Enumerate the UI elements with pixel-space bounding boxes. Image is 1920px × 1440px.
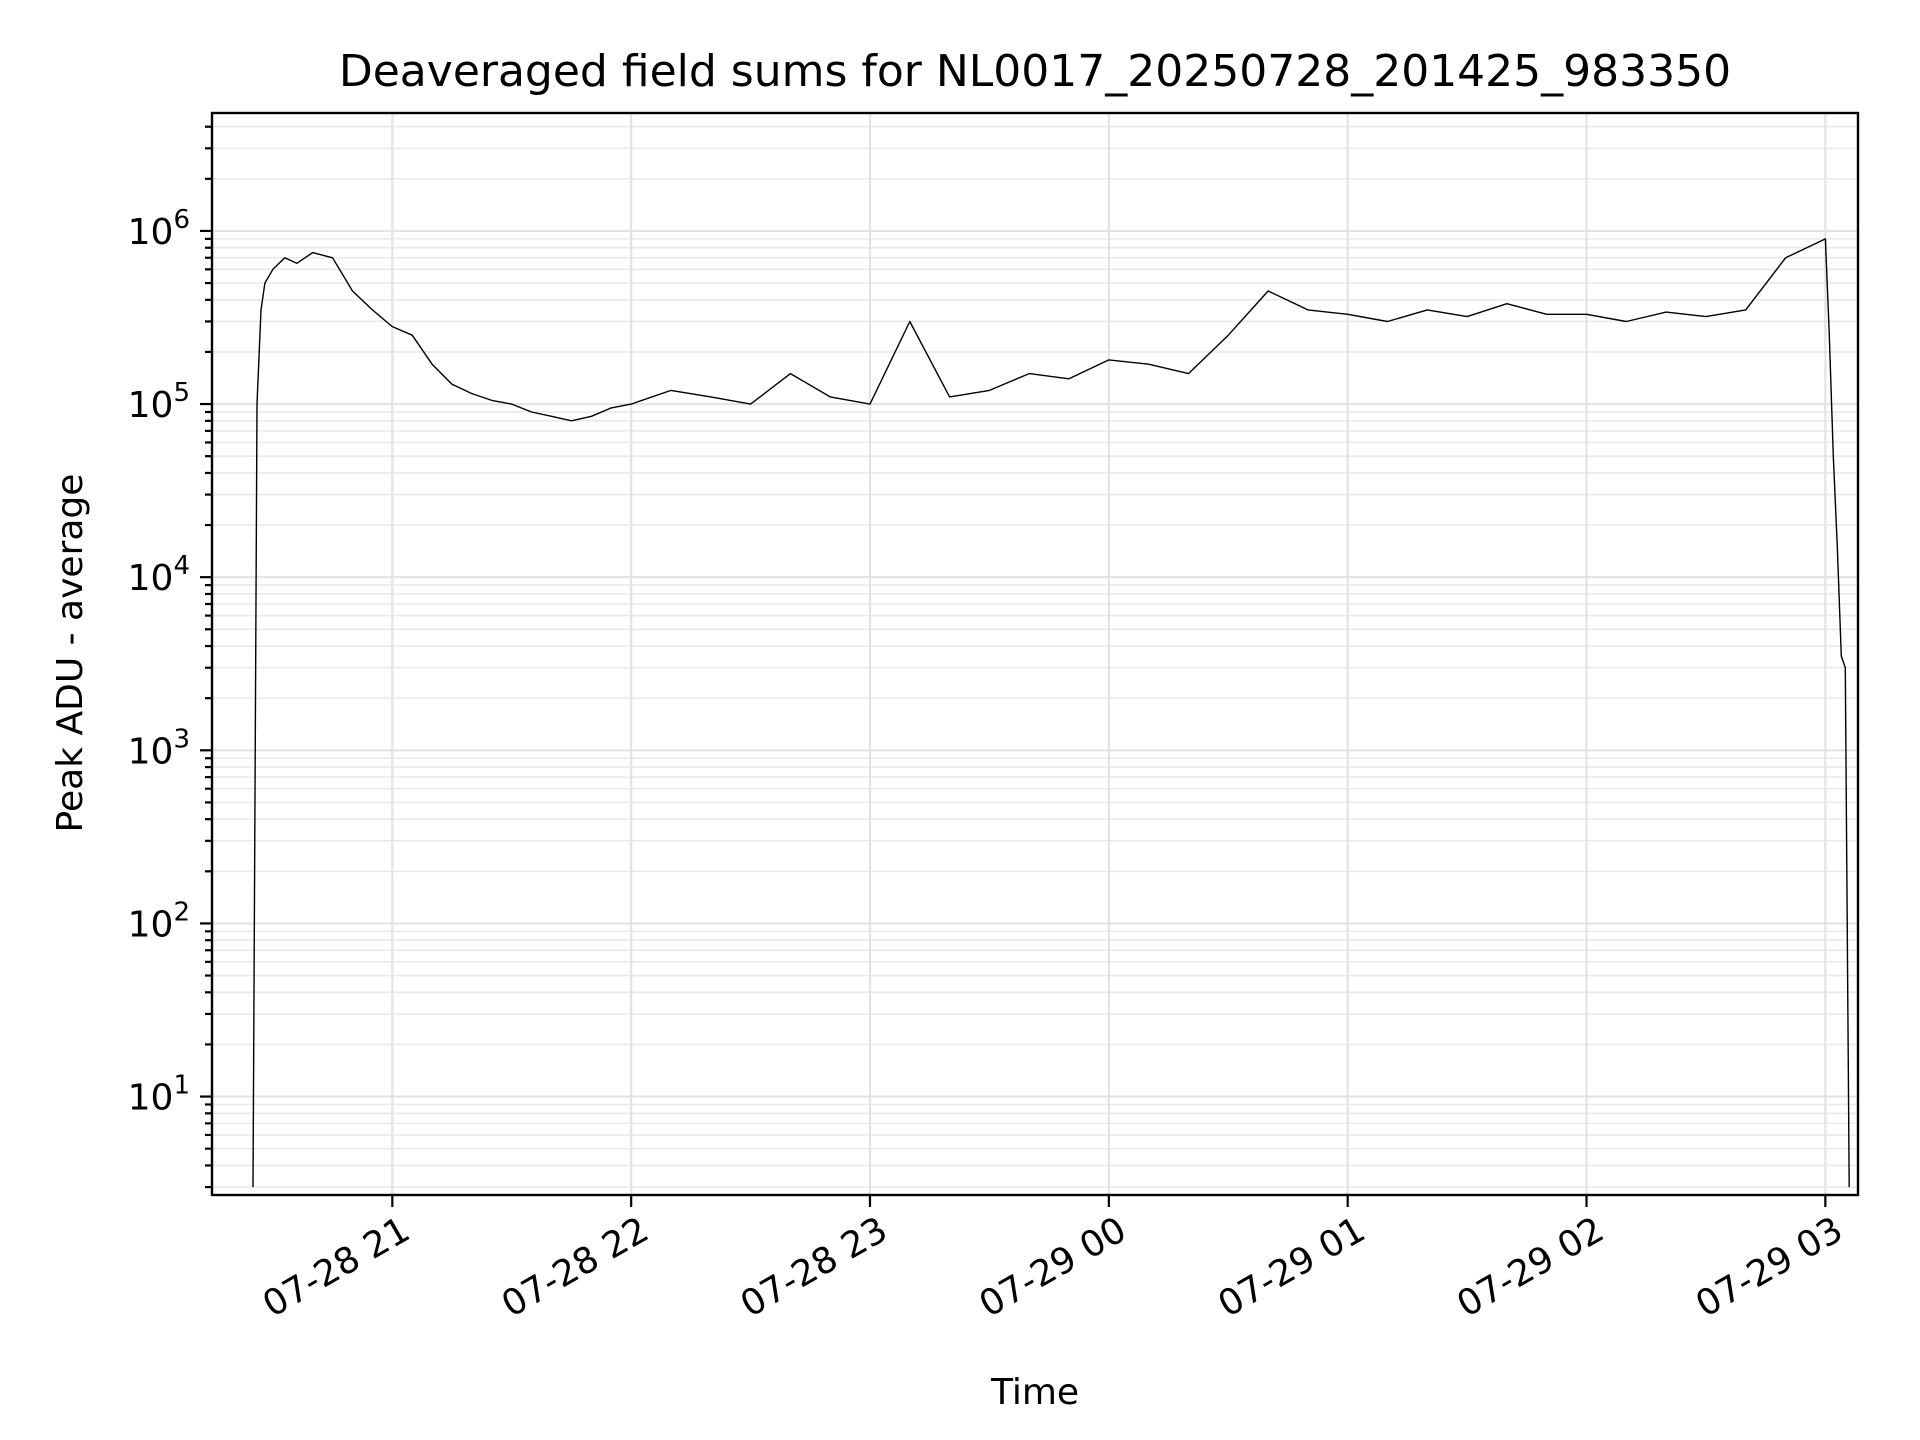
series-layer <box>252 238 1850 1188</box>
minor-gridlines <box>212 125 1858 1188</box>
plot-frame <box>210 111 1860 1197</box>
y-tick-label: 105 <box>128 378 190 426</box>
y-tick-label: 101 <box>128 1071 190 1119</box>
y-tick-label: 106 <box>128 205 190 253</box>
series-line <box>252 238 1850 1188</box>
y-tick-label: 103 <box>128 724 190 772</box>
major-gridlines <box>212 113 1858 1195</box>
y-tick-label: 102 <box>128 897 190 945</box>
x-axis-label: Time <box>990 1372 1079 1413</box>
y-tick-labels: 101 102 103 104 105 106 <box>128 205 190 1119</box>
y-tick-label: 104 <box>128 551 190 599</box>
axis-ticks <box>200 125 1827 1207</box>
chart-title: Deaveraged field sums for NL0017_2025072… <box>339 46 1731 97</box>
y-axis-label: Peak ADU - average <box>50 474 91 833</box>
